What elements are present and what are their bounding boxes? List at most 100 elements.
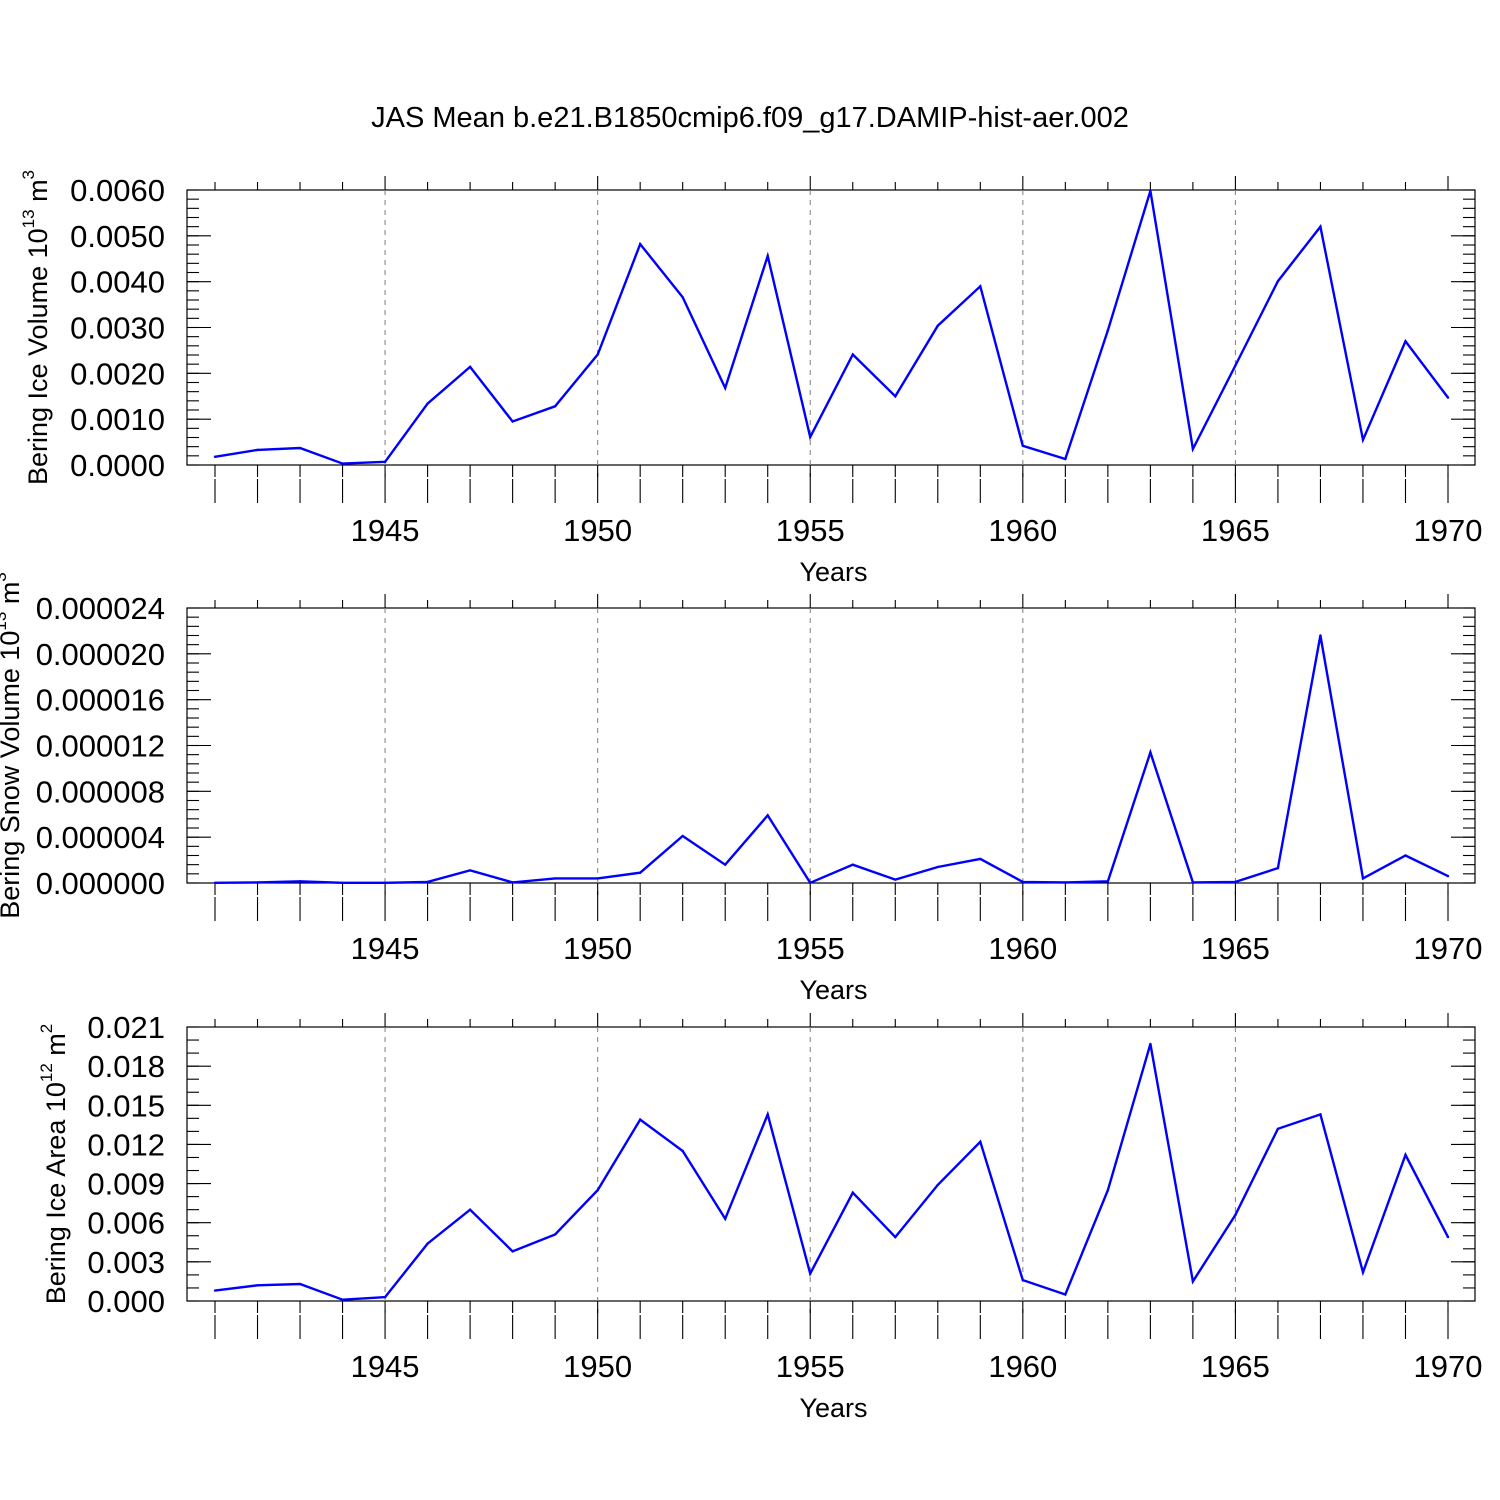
data-point xyxy=(1404,340,1407,343)
data-point xyxy=(553,405,557,408)
data-point xyxy=(681,834,684,838)
data-point xyxy=(681,1149,684,1153)
data-point xyxy=(894,878,897,881)
chart-panel-3: 1945 1950 1955 1960 1965 1970 Years 0.000 0.003 0… xyxy=(37,1010,1482,1423)
y-tick-label: 0.021 xyxy=(87,1010,165,1045)
data-point xyxy=(596,1188,599,1192)
y-axis-title: Bering Ice Volume 1013 m3 xyxy=(19,170,53,485)
x-tick-label: 1955 xyxy=(776,513,845,548)
y-tick-label: 0.000016 xyxy=(36,683,165,718)
x-tick-label: 1955 xyxy=(776,931,845,966)
x-axis-title: Years xyxy=(799,1393,867,1423)
data-point xyxy=(1319,1113,1322,1116)
y-tick-label: 0.018 xyxy=(87,1049,165,1084)
data-point xyxy=(809,881,812,884)
x-tick-label: 1965 xyxy=(1201,1349,1270,1384)
data-point xyxy=(1276,1127,1280,1130)
x-tick-label: 1950 xyxy=(563,931,632,966)
x-tick-label: 1945 xyxy=(351,931,420,966)
data-point xyxy=(341,462,344,465)
panels-group: 1945 1950 1955 1960 1965 1970 Years 0.0000 0.001… xyxy=(0,170,1482,1423)
data-point xyxy=(936,1183,939,1187)
y-tick-label: 0.000 xyxy=(87,1284,165,1319)
data-point xyxy=(936,324,939,327)
y-tick-label: 0.0020 xyxy=(70,356,165,391)
data-point xyxy=(468,1208,472,1211)
y-tick-label: 0.009 xyxy=(87,1167,165,1202)
data-point xyxy=(1021,444,1025,447)
data-point xyxy=(638,1118,642,1121)
data-point xyxy=(426,402,429,405)
plot-frame xyxy=(186,1026,1476,1302)
data-point xyxy=(1106,329,1110,332)
data-point xyxy=(1446,396,1450,399)
x-axis-title: Years xyxy=(799,557,867,587)
y-tick-label: 0.000004 xyxy=(36,820,165,855)
data-point xyxy=(1404,1153,1407,1157)
data-point xyxy=(553,1233,557,1236)
chart-panel-1: 1945 1950 1955 1960 1965 1970 Years 0.0000 0.001… xyxy=(19,170,1482,587)
data-point xyxy=(724,1217,727,1221)
data-point xyxy=(213,455,217,458)
data-point xyxy=(809,435,812,439)
data-point xyxy=(1446,874,1450,878)
data-point xyxy=(979,285,982,288)
x-tick-label: 1965 xyxy=(1201,513,1270,548)
data-point xyxy=(298,446,302,450)
y-tick-label: 0.000012 xyxy=(36,729,165,764)
data-point xyxy=(341,881,344,884)
data-point xyxy=(298,880,302,883)
data-point xyxy=(936,865,939,869)
x-tick-label: 1960 xyxy=(988,1349,1057,1384)
data-point xyxy=(766,254,769,258)
y-tick-label: 0.000008 xyxy=(36,774,165,809)
data-point xyxy=(894,1235,897,1239)
data-point xyxy=(979,857,982,861)
data-point xyxy=(766,1113,769,1116)
data-point xyxy=(1446,1235,1450,1239)
data-point xyxy=(511,420,514,423)
data-point xyxy=(468,365,472,369)
data-point xyxy=(341,1298,344,1301)
data-point xyxy=(638,871,642,874)
data-point xyxy=(851,863,854,866)
y-tick-label: 0.006 xyxy=(87,1206,165,1241)
y-tick-label: 0.0000 xyxy=(70,448,165,483)
data-point xyxy=(894,395,897,398)
data-point xyxy=(638,242,642,246)
y-tick-label: 0.000020 xyxy=(36,637,165,672)
data-point xyxy=(596,877,599,880)
y-axis-title: Bering Snow Volume 1013 m3 xyxy=(0,572,25,919)
data-point xyxy=(1319,225,1322,228)
data-point xyxy=(766,814,769,817)
data-point xyxy=(1234,1213,1237,1217)
data-point xyxy=(1064,1293,1067,1296)
figure-title: JAS Mean b.e21.B1850cmip6.f09_g17.DAMIP-… xyxy=(371,102,1129,134)
data-point xyxy=(1149,751,1152,754)
data-point xyxy=(851,1191,854,1194)
y-tick-label: 0.000024 xyxy=(36,591,165,626)
data-series-line xyxy=(214,190,1449,465)
y-tick-label: 0.012 xyxy=(87,1127,165,1162)
data-point xyxy=(383,881,387,884)
data-point xyxy=(426,880,429,884)
data-point xyxy=(553,877,557,880)
data-point xyxy=(1234,880,1237,884)
x-tick-label: 1960 xyxy=(988,513,1057,548)
x-tick-label: 1950 xyxy=(563,513,632,548)
y-tick-label: 0.0050 xyxy=(70,219,165,254)
data-point xyxy=(383,1295,387,1299)
data-point xyxy=(809,1272,812,1275)
data-series-line xyxy=(214,635,1449,885)
x-tick-label: 1970 xyxy=(1414,513,1483,548)
data-point xyxy=(1149,189,1152,193)
data-point xyxy=(468,869,472,872)
data-point xyxy=(298,1282,302,1286)
data-point xyxy=(1361,877,1365,880)
data-point xyxy=(213,881,217,884)
data-point xyxy=(1021,880,1025,884)
data-point xyxy=(511,1250,514,1253)
y-tick-label: 0.0010 xyxy=(70,402,165,437)
data-point xyxy=(256,448,259,452)
